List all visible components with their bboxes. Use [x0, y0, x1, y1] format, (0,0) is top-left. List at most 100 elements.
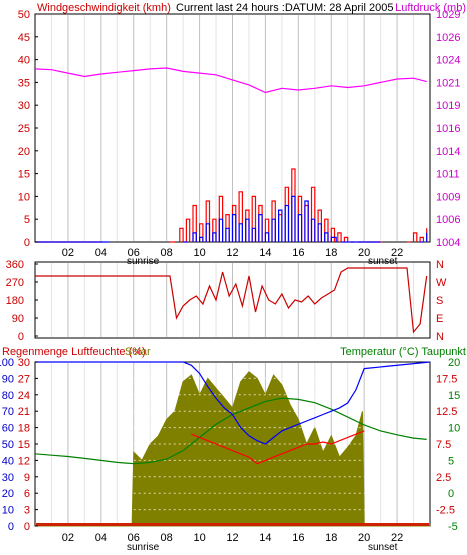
- rain-baseline: [36, 523, 429, 526]
- x-tick-label-top: 08: [161, 247, 173, 259]
- climate-axis-ticks: 0102030405060708090100036912151821242730…: [0, 357, 460, 533]
- wind-tick-label: 5: [24, 214, 30, 226]
- direction-marks: [35, 267, 428, 334]
- wind-tick-label: 30: [18, 100, 30, 112]
- rain-humidity-axis-title: Regenmenge Luftfeuchte (%): [2, 346, 146, 358]
- x-tick-label-bottom: 22: [391, 532, 403, 544]
- wind-direction-line: [35, 267, 428, 334]
- compass-tick-label: W: [436, 277, 447, 289]
- rain-tick-label: 21: [18, 406, 30, 418]
- humidity-tick-label: 40: [2, 455, 14, 467]
- rain-tick-label: 3: [24, 505, 30, 517]
- dewpoint-tick-label: 2.5: [436, 472, 451, 484]
- humidity-tick-label: 30: [2, 472, 14, 484]
- humidity-tick-label: 100: [0, 357, 14, 369]
- x-tick-label-bottom: 12: [226, 532, 238, 544]
- direction-tick-label: 180: [6, 295, 24, 307]
- dewpoint-tick-label: 7.5: [436, 439, 451, 451]
- compass-tick-label: S: [436, 295, 443, 307]
- compass-tick-label: E: [436, 313, 443, 325]
- wind-tick-label: 50: [18, 9, 30, 21]
- x-tick-label-bottom: 18: [325, 532, 337, 544]
- sunset-label-bottom: sunset: [368, 542, 398, 553]
- temperature-tick-label: -5: [448, 521, 458, 533]
- pressure-line: [34, 67, 427, 94]
- x-tick-label-top: 04: [95, 247, 107, 259]
- wind-tick-label: 15: [18, 169, 30, 181]
- dewpoint-tick-label: 12.5: [436, 406, 457, 418]
- wind-tick-label: 45: [18, 32, 30, 44]
- climate-marks: [34, 361, 431, 527]
- x-tick-label-bottom: 02: [62, 532, 74, 544]
- x-tick-label-top: 06: [128, 247, 140, 259]
- x-tick-label-top: 10: [193, 247, 205, 259]
- temperature-tick-label: 5: [448, 455, 454, 467]
- rain-tick-label: 6: [24, 488, 30, 500]
- x-tick-label-bottom: 16: [292, 532, 304, 544]
- pressure-tick-label: 1009: [436, 191, 460, 203]
- humidity-line: [35, 361, 431, 445]
- wind-axis-ticks: 0 5 10 15 20 25 30 35 40 45 50 1004 1006 1009 1011 1014…: [18, 9, 461, 249]
- pressure-tick-label: 1004: [436, 237, 460, 249]
- rain-tick-label: 12: [18, 455, 30, 467]
- pressure-tick-label: 1029: [436, 9, 460, 21]
- temperature-axis-title: Temperatur (°C) Taupunkt: [340, 346, 466, 358]
- temperature-tick-label: 10: [448, 423, 460, 435]
- humidity-tick-label: 90: [2, 373, 14, 385]
- pressure-tick-label: 1016: [436, 123, 460, 135]
- sunset-label-top: sunset: [368, 256, 398, 267]
- rain-tick-label: 0: [24, 521, 30, 533]
- wind-tick-label: 20: [18, 146, 30, 158]
- solar-area: [35, 371, 430, 527]
- wind-tick-label: 40: [18, 55, 30, 67]
- pressure-tick-label: 1011: [436, 169, 460, 181]
- compass-tick-label: N: [436, 331, 444, 343]
- wind-axis-title: Windgeschwindigkeit (kmh): [37, 2, 171, 14]
- pressure-tick-label: 1026: [436, 32, 460, 44]
- humidity-tick-label: 60: [2, 423, 14, 435]
- dewpoint-tick-label: 17.5: [436, 373, 457, 385]
- compass-tick-label: N: [436, 259, 444, 271]
- x-tick-label-top: 02: [62, 247, 74, 259]
- humidity-tick-label: 20: [2, 488, 14, 500]
- direction-tick-label: 0: [18, 331, 24, 343]
- direction-tick-label: 270: [6, 277, 24, 289]
- x-tick-label-top: 16: [292, 247, 304, 259]
- rain-tick-label: 15: [18, 439, 30, 451]
- x-tick-label-top: 12: [226, 247, 238, 259]
- humidity-tick-label: 70: [2, 406, 14, 418]
- x-tick-label-bottom: 04: [95, 532, 107, 544]
- x-tick-label-bottom: 08: [161, 532, 173, 544]
- rain-tick-label: 30: [18, 357, 30, 369]
- chart-date-title: Current last 24 hours :DATUM: 28 April 2…: [176, 2, 393, 14]
- dewpoint-tick-label: -2.5: [436, 505, 455, 517]
- direction-tick-label: 360: [6, 259, 24, 271]
- temperature-tick-label: 20: [448, 357, 460, 369]
- humidity-tick-label: 80: [2, 390, 14, 402]
- wind-marks: [34, 67, 428, 243]
- pressure-tick-label: 1019: [436, 100, 460, 112]
- dewpoint-line: [191, 430, 365, 465]
- wind-average-line: [35, 195, 428, 243]
- direction-tick-label: 90: [12, 313, 24, 325]
- rain-tick-label: 27: [18, 373, 30, 385]
- sunrise-label-top: sunrise: [127, 256, 160, 267]
- wind-tick-label: 25: [18, 123, 30, 135]
- humidity-tick-label: 10: [2, 505, 14, 517]
- sunrise-label-bottom: sunrise: [127, 542, 160, 553]
- pressure-tick-label: 1024: [436, 55, 460, 67]
- pressure-tick-label: 1014: [436, 146, 460, 158]
- humidity-tick-label: 0: [8, 521, 14, 533]
- temperature-tick-label: 15: [448, 390, 460, 402]
- x-tick-label-top: 20: [358, 247, 370, 259]
- x-axis-ticks: 02 02 04 04 06 06 08 08 10 10 12 12 14 14 16 16 18 18 20 20…: [62, 247, 403, 544]
- x-tick-label-bottom: 14: [259, 532, 271, 544]
- pressure-tick-label: 1006: [436, 214, 460, 226]
- rain-tick-label: 18: [18, 423, 30, 435]
- x-tick-label-bottom: 20: [358, 532, 370, 544]
- rain-tick-label: 9: [24, 472, 30, 484]
- x-tick-label-bottom: 10: [193, 532, 205, 544]
- x-tick-label-top: 14: [259, 247, 271, 259]
